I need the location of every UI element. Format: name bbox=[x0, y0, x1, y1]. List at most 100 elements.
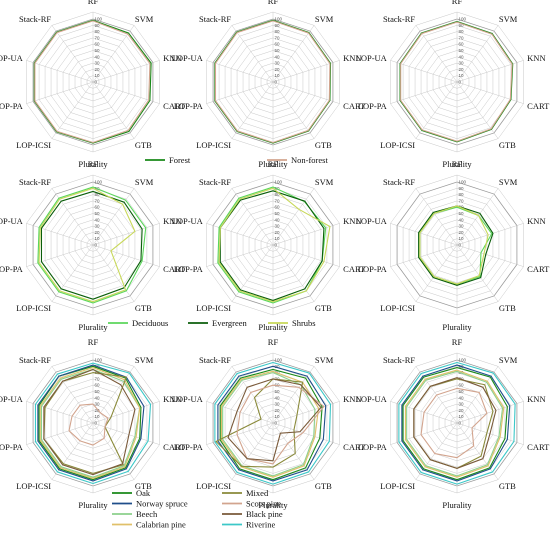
legend-label: Evergreen bbox=[212, 318, 248, 328]
tick-label: 100 bbox=[275, 358, 283, 363]
axis-label: CART bbox=[163, 442, 186, 452]
series-line-oak bbox=[219, 368, 323, 481]
tick-label: 20 bbox=[95, 67, 101, 72]
tick-label: 40 bbox=[459, 54, 465, 59]
tick-label: 20 bbox=[275, 230, 281, 235]
axis-spoke bbox=[51, 25, 94, 83]
axis-label: KNN bbox=[527, 394, 545, 404]
series-line-deciduous bbox=[217, 186, 327, 304]
axis-label: LOP-PA bbox=[174, 101, 204, 111]
axis-label: LOP-UA bbox=[0, 53, 24, 63]
axis-label: KNN bbox=[343, 53, 361, 63]
tick-label: 0 bbox=[95, 421, 98, 426]
axis-spoke bbox=[92, 25, 135, 83]
tick-label: 60 bbox=[275, 42, 281, 47]
tick-label: 70 bbox=[459, 35, 465, 40]
axis-spoke bbox=[92, 81, 135, 139]
tick-label: 100 bbox=[459, 358, 467, 363]
axis-spoke bbox=[92, 188, 135, 246]
axis-label: GTB bbox=[135, 303, 152, 313]
axis-spoke bbox=[415, 25, 458, 83]
axis-label: Plurality bbox=[442, 500, 472, 510]
tick-label: 20 bbox=[95, 408, 101, 413]
legend-label: Norway spruce bbox=[136, 499, 188, 509]
axis-spoke bbox=[272, 244, 340, 267]
series-line-norway-spruce bbox=[37, 364, 145, 482]
axis-spoke bbox=[456, 244, 499, 302]
tick-label: 50 bbox=[275, 389, 281, 394]
series-line-beech bbox=[222, 372, 316, 477]
tick-label: 20 bbox=[459, 230, 465, 235]
tick-label: 100 bbox=[95, 180, 103, 185]
tick-label: 0 bbox=[275, 421, 278, 426]
axis-label: Stack-RF bbox=[19, 355, 51, 365]
series-line-evergreen bbox=[418, 205, 494, 286]
axis-label: RF bbox=[452, 337, 463, 347]
axis-label: GTB bbox=[315, 140, 332, 150]
tick-label: 60 bbox=[95, 42, 101, 47]
legend-label: Mixed bbox=[246, 488, 269, 498]
axis-label: LOP-ICSI bbox=[196, 303, 231, 313]
axis-spoke bbox=[272, 25, 315, 83]
tick-label: 10 bbox=[459, 236, 465, 241]
tick-label: 30 bbox=[95, 224, 101, 229]
axis-label: LOP-ICSI bbox=[380, 481, 415, 491]
axis-label: RF bbox=[268, 0, 279, 6]
radar-chart-3: 0102030405060708090100RFSVMKNNCARTGTBPlu… bbox=[0, 159, 186, 332]
tick-label: 100 bbox=[459, 17, 467, 22]
radar-chart-8: 0102030405060708090100RFSVMKNNCARTGTBPlu… bbox=[356, 337, 550, 510]
axis-label: KNN bbox=[163, 216, 181, 226]
tick-label: 0 bbox=[275, 80, 278, 85]
axis-label: Stack-RF bbox=[199, 355, 231, 365]
axis-label: Plurality bbox=[78, 322, 108, 332]
axis-label: LOP-ICSI bbox=[16, 140, 51, 150]
axis-label: CART bbox=[527, 101, 550, 111]
axis-label: KNN bbox=[163, 53, 181, 63]
series-line-shrubs bbox=[218, 187, 331, 303]
axis-label: Plurality bbox=[258, 500, 288, 510]
legend-label: Riverine bbox=[246, 520, 275, 530]
tick-label: 40 bbox=[275, 54, 281, 59]
axis-spoke bbox=[272, 422, 340, 445]
axis-label: Plurality bbox=[258, 322, 288, 332]
axis-spoke bbox=[456, 401, 524, 424]
axis-label: LOP-UA bbox=[172, 53, 204, 63]
series-line-forest bbox=[399, 20, 514, 143]
tick-label: 0 bbox=[95, 80, 98, 85]
axis-spoke bbox=[272, 244, 315, 302]
axis-spoke bbox=[415, 244, 458, 302]
axis-label: CART bbox=[343, 264, 366, 274]
tick-label: 40 bbox=[95, 54, 101, 59]
tick-label: 30 bbox=[275, 402, 281, 407]
tick-label: 50 bbox=[459, 211, 465, 216]
tick-label: 90 bbox=[275, 364, 281, 369]
axis-label: RF bbox=[268, 159, 279, 169]
tick-label: 30 bbox=[95, 402, 101, 407]
axis-spoke bbox=[390, 81, 458, 104]
series-line-black-pine bbox=[43, 368, 136, 476]
tick-label: 10 bbox=[275, 236, 281, 241]
tick-label: 30 bbox=[459, 61, 465, 66]
series-line-scots-pine bbox=[420, 387, 488, 459]
axis-label: LOP-UA bbox=[0, 216, 24, 226]
tick-label: 80 bbox=[275, 192, 281, 197]
series-line-non-forest bbox=[400, 21, 513, 142]
axis-spoke bbox=[390, 223, 458, 246]
axis-label: SVM bbox=[135, 14, 154, 24]
axis-label: RF bbox=[88, 0, 99, 6]
axis-spoke bbox=[272, 223, 340, 246]
axis-spoke bbox=[272, 401, 340, 424]
tick-label: 100 bbox=[275, 180, 283, 185]
axis-spoke bbox=[26, 81, 94, 104]
tick-label: 10 bbox=[95, 236, 101, 241]
axis-label: RF bbox=[452, 0, 463, 6]
series-line-calabrian-pine bbox=[404, 369, 505, 478]
axis-label: LOP-ICSI bbox=[380, 140, 415, 150]
axis-spoke bbox=[92, 223, 160, 246]
tick-label: 80 bbox=[95, 192, 101, 197]
axis-spoke bbox=[456, 223, 524, 246]
axis-spoke bbox=[92, 244, 135, 302]
